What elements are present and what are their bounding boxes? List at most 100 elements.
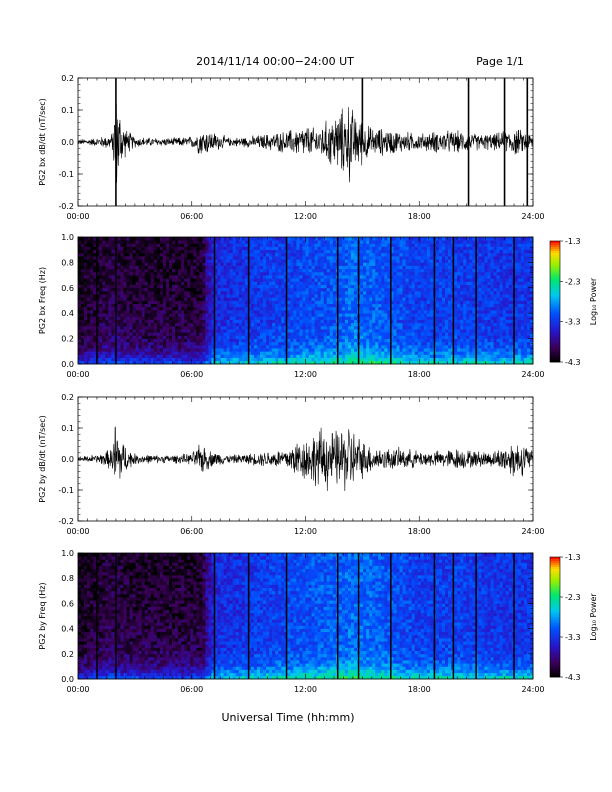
spectrogram-cell	[393, 237, 397, 241]
spectrogram-cell	[438, 252, 443, 257]
spectrogram-cell	[375, 297, 379, 301]
spectrogram-cell	[396, 252, 400, 257]
spectrogram-cell	[172, 259, 176, 263]
spectrogram-cell	[108, 332, 112, 336]
spectrogram-cell	[317, 300, 322, 305]
spectrogram-cell	[296, 281, 300, 285]
spectrogram-cell	[332, 268, 337, 273]
spectrogram-cell	[442, 354, 446, 358]
spectrogram-cell	[147, 344, 152, 349]
spectrogram-cell	[326, 351, 331, 355]
spectrogram-cell	[338, 262, 343, 266]
spectrogram-cell	[320, 294, 325, 298]
spectrogram-cell	[117, 237, 121, 241]
spectrogram-cell	[162, 300, 167, 305]
spectrogram-cell	[390, 281, 394, 285]
spectrogram-cell	[442, 287, 446, 292]
spectrogram-cell	[108, 281, 112, 285]
spectrogram-cell	[256, 357, 261, 362]
spectrogram-cell	[338, 300, 343, 305]
spectrogram-cell	[235, 268, 240, 273]
spectrogram-cell	[396, 322, 400, 327]
spectrogram-cell	[220, 271, 224, 276]
spectrogram-cell	[390, 256, 394, 260]
spectrogram-cell	[93, 357, 97, 362]
spectrogram-cell	[414, 278, 419, 282]
spectrogram-cell	[211, 262, 215, 266]
spectrogram-cell	[187, 351, 191, 355]
spectrogram-cell	[378, 249, 382, 254]
spectrogram-cell	[435, 303, 440, 308]
spectrogram-cell	[281, 252, 285, 257]
spectrogram-cell	[435, 322, 440, 327]
spectrogram-cell	[232, 246, 237, 251]
spectrogram-cell	[363, 325, 367, 330]
spectrogram-cell	[366, 351, 370, 355]
spectrogram-cell	[317, 275, 322, 279]
spectrogram-cell	[378, 297, 382, 301]
spectrogram-cell	[381, 338, 385, 343]
spectrogram-cell	[411, 290, 416, 295]
spectrogram-cell	[87, 335, 91, 339]
spectrogram-cell	[384, 259, 388, 263]
spectrogram-cell	[247, 335, 252, 339]
spectrogram-cell	[193, 319, 197, 324]
spectrogram-cell	[378, 252, 382, 257]
spectrogram-cell	[402, 354, 406, 358]
spectrogram-cell	[347, 259, 352, 263]
spectrogram-cell	[414, 354, 419, 358]
spectrogram-cell	[235, 319, 240, 324]
spectrogram-cell	[275, 246, 279, 251]
spectrogram-cell	[272, 313, 276, 317]
spectrogram-cell	[193, 259, 197, 263]
spectrogram-cell	[438, 354, 443, 358]
spectrogram-cell	[247, 249, 252, 254]
spectrogram-cell	[108, 252, 112, 257]
spectrogram-cell	[120, 316, 124, 320]
spectrogram-cell	[190, 268, 194, 273]
spectrogram-cell	[199, 262, 203, 266]
spectrogram-cell	[323, 329, 328, 333]
spectrogram-cell	[256, 243, 261, 247]
spectrogram-cell	[296, 252, 300, 257]
spectrogram-cell	[144, 237, 149, 241]
spectrogram-cell	[372, 310, 376, 314]
spectrogram-cell	[172, 310, 176, 314]
spectrogram-cell	[250, 354, 255, 358]
spectrogram-cell	[360, 259, 364, 263]
spectrogram-cell	[244, 246, 249, 251]
spectrogram-cell	[244, 351, 249, 355]
spectrogram-cell	[381, 319, 385, 324]
spectrogram-cell	[238, 271, 243, 276]
spectrogram-cell	[384, 268, 388, 273]
spectrogram-cell	[372, 243, 376, 247]
spectrogram-cell	[354, 303, 358, 308]
spectrogram-cell	[317, 357, 322, 362]
spectrogram-cell	[135, 357, 140, 362]
spectrogram-cell	[256, 341, 261, 346]
spectrogram-cell	[205, 275, 209, 279]
spectrogram-cell	[387, 332, 391, 336]
spectrogram-cell	[296, 249, 300, 254]
spectrogram-cell	[120, 240, 124, 244]
spectrogram-cell	[108, 357, 112, 362]
spectrogram-cell	[226, 351, 231, 355]
spectrogram-cell	[120, 354, 124, 358]
spectrogram-cell	[399, 262, 403, 266]
spectrogram-cell	[156, 344, 161, 349]
spectrogram-cell	[302, 325, 306, 330]
spectrogram-cell	[290, 262, 294, 266]
spectrogram-cell	[360, 268, 364, 273]
spectrogram-cell	[429, 322, 434, 327]
spectrogram-cell	[411, 351, 416, 355]
spectrogram-cell	[269, 259, 273, 263]
spectrogram-cell	[156, 246, 161, 251]
spectrogram-cell	[369, 268, 373, 273]
spectrogram-cell	[244, 275, 249, 279]
spectrogram-cell	[387, 306, 391, 311]
spectrogram-cell	[426, 351, 431, 355]
spectrogram-cell	[235, 265, 240, 270]
spectrogram-cell	[260, 256, 264, 260]
spectrogram-cell	[138, 284, 143, 289]
spectrogram-cell	[275, 338, 279, 343]
